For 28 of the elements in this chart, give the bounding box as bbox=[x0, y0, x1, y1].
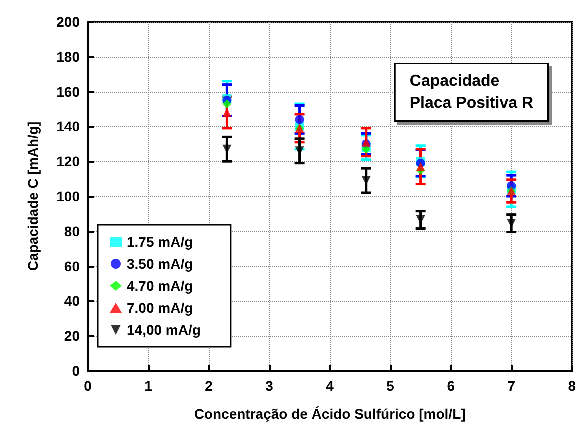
x-tick-label: 2 bbox=[205, 378, 214, 394]
x-tick-label: 7 bbox=[508, 378, 516, 394]
x-tick-label: 6 bbox=[447, 378, 456, 394]
x-tick-label: 0 bbox=[84, 378, 92, 394]
x-tick-label: 3 bbox=[266, 378, 274, 394]
y-tick-label: 100 bbox=[56, 188, 80, 204]
legend-label: 7.00 mA/g bbox=[127, 300, 194, 316]
y-tick-label: 40 bbox=[64, 293, 80, 310]
x-tick-label: 4 bbox=[326, 378, 334, 394]
legend-label: 4.70 mA/g bbox=[127, 278, 194, 294]
annotation: Capacidade Placa Positiva R bbox=[410, 73, 534, 112]
y-axis-title: Capacidade C [mAh/g] bbox=[25, 122, 41, 272]
y-tick-label: 140 bbox=[56, 118, 80, 135]
y-tick-label: 180 bbox=[56, 48, 80, 65]
y-tick-label: 0 bbox=[72, 363, 80, 379]
y-tick-label: 200 bbox=[56, 14, 80, 30]
y-tick-label: 80 bbox=[64, 223, 80, 240]
x-tick-label: 8 bbox=[568, 378, 576, 394]
x-tick-label: 5 bbox=[386, 378, 395, 394]
legend-label: 14,00 mA/g bbox=[127, 322, 201, 338]
x-axis-title: Concentração de Ácido Sulfúrico [mol/L] bbox=[194, 406, 466, 422]
legend-label: 3.50 mA/g bbox=[127, 256, 194, 272]
x-tick-label: 1 bbox=[144, 378, 153, 394]
y-tick-label: 160 bbox=[56, 84, 80, 100]
y-tick-label: 20 bbox=[64, 328, 80, 344]
y-tick-label: 120 bbox=[56, 154, 80, 170]
y-tick-label: 60 bbox=[64, 258, 80, 274]
legend-label: 1.75 mA/g bbox=[127, 234, 194, 250]
